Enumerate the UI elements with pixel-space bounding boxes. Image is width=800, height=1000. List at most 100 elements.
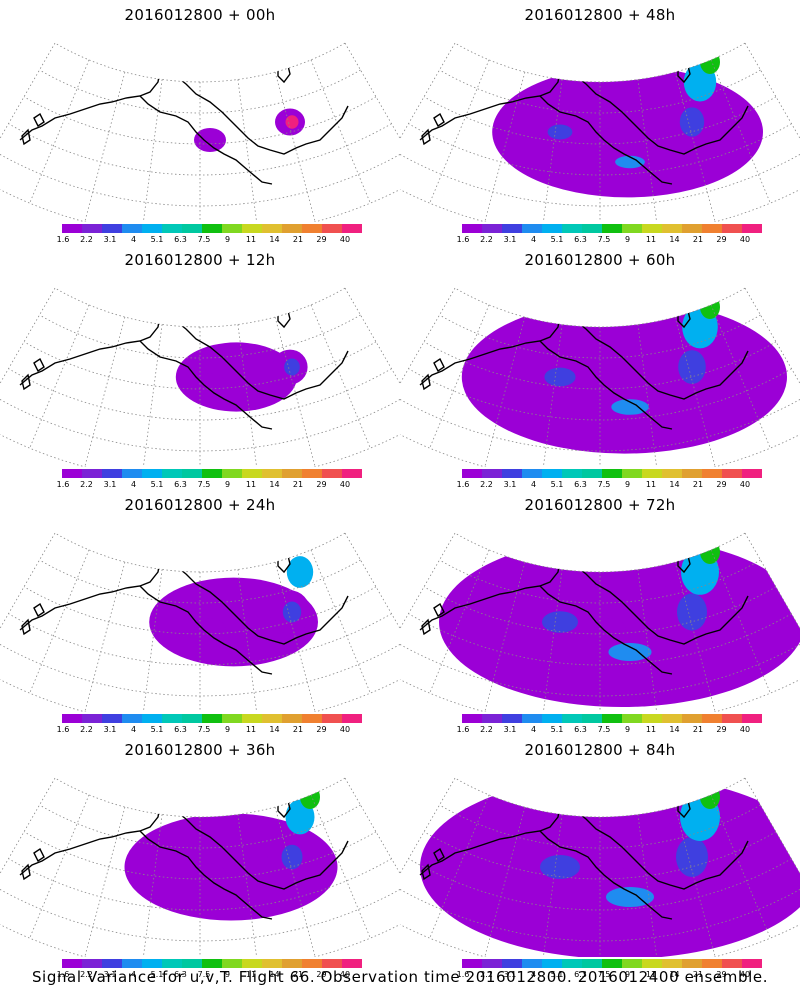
latitude-line: [439, 314, 761, 359]
forecast-panel: 2016012800 + 24h 1.6 2.2 3.1 4 5.1 6.3 7.5 9 11 14…: [0, 490, 400, 735]
island-outline: [21, 373, 31, 391]
variance-region: [594, 128, 626, 152]
colorbar-swatch: [642, 469, 662, 478]
colorbar-labels: 1.6 2.2 3.1 4 5.1 6.3 7.5 9 11 14 21 29 40: [55, 971, 370, 981]
island-outline: [636, 518, 658, 532]
island-outline: [433, 847, 445, 863]
colorbar-label: 3.1: [503, 480, 517, 489]
colorbar-label: 29: [316, 480, 327, 489]
longitude-line: [710, 549, 771, 694]
colorbar-swatch: [502, 959, 522, 968]
colorbar-labels: 1.6 2.2 3.1 4 5.1 6.3 7.5 9 11 14 21 29 40: [55, 236, 370, 246]
colorbar-swatch: [142, 469, 162, 478]
colorbar-swatch: [542, 469, 562, 478]
colorbar-swatch: [602, 959, 622, 968]
longitude-line: [29, 794, 90, 939]
graticule: [400, 42, 800, 222]
colorbar-label: 7.5: [197, 725, 211, 734]
colorbar: [462, 959, 762, 968]
longitude-line: [344, 287, 400, 385]
colorbar-swatch: [262, 714, 282, 723]
island-outline: [215, 288, 249, 302]
colorbar-label: 4: [130, 480, 137, 489]
graticule: [0, 287, 400, 467]
colorbar-swatch: [202, 469, 222, 478]
variance-core: [608, 643, 652, 661]
colorbar-swatch: [222, 714, 242, 723]
colorbar-swatch: [262, 224, 282, 233]
colorbar-label: 7.5: [597, 235, 611, 244]
colorbar-swatch: [282, 469, 302, 478]
longitude-line: [637, 814, 658, 957]
colorbar-swatch: [322, 959, 342, 968]
colorbar-label: 4: [530, 235, 537, 244]
longitude-line: [274, 316, 316, 467]
colorbar-swatch: [342, 959, 362, 968]
colorbar-label: 21: [292, 480, 304, 489]
colorbar-swatch: [642, 714, 662, 723]
colorbar-swatch: [722, 469, 742, 478]
colorbar-label: 4: [530, 725, 537, 734]
colorbar-label: 11: [645, 970, 657, 979]
panel-title: 2016012800 + 72h: [524, 496, 676, 514]
colorbar-label: 14: [269, 725, 280, 734]
forecast-panel: 2016012800 + 84h 1.6 2.2 3.1 4 5.1 6.3 7.5 9 11 14…: [400, 735, 800, 980]
longitude-line: [674, 71, 716, 222]
graticule: [400, 287, 800, 467]
projection-map: [400, 42, 800, 222]
colorbar-label: 40: [739, 970, 751, 979]
forecast-panel: 2016012800 + 72h 1.6 2.2 3.1 4 5.1 6.3 7.5 9 11 14…: [400, 490, 800, 735]
longitude-line: [142, 324, 163, 467]
colorbar: [62, 714, 362, 723]
variance-core: [700, 50, 720, 74]
latitude-line: [54, 42, 346, 83]
island-outline: [236, 28, 258, 42]
colorbar-label: 40: [339, 970, 351, 979]
colorbar-swatch: [662, 959, 682, 968]
colorbar-label: 1.6: [56, 725, 70, 734]
colorbar-label: 4: [530, 480, 537, 489]
island-outline: [421, 373, 431, 391]
colorbar-label: 5.1: [550, 970, 564, 979]
colorbar-swatch: [602, 714, 622, 723]
forecast-panel: 2016012800 + 36h 1.6 2.2 3.1 4 5.1 6.3 7.5 9 11 14…: [0, 735, 400, 980]
latitude-line: [0, 643, 400, 697]
longitude-line: [400, 42, 456, 140]
colorbar-label: 3.1: [103, 970, 117, 979]
colorbar-label: 2.2: [480, 970, 493, 979]
colorbar-swatch: [162, 959, 182, 968]
latitude-line: [423, 96, 777, 145]
colorbar-label: 9: [224, 725, 231, 734]
colorbar-label: 21: [692, 480, 704, 489]
colorbar-swatch: [242, 714, 262, 723]
graticule: [0, 42, 400, 222]
colorbar-labels: 1.6 2.2 3.1 4 5.1 6.3 7.5 9 11 14 21 29 40: [455, 236, 770, 246]
colorbar-label: 1.6: [456, 970, 470, 979]
colorbar-label: 40: [739, 725, 751, 734]
colorbar-label: 14: [669, 235, 680, 244]
colorbar-label: 9: [624, 235, 631, 244]
colorbar: [62, 224, 362, 233]
colorbar-label: 9: [624, 480, 631, 489]
colorbar-swatch: [302, 714, 322, 723]
longitude-line: [237, 569, 258, 712]
longitude-line: [84, 71, 126, 222]
longitude-line: [542, 814, 563, 957]
colorbar-swatch: [182, 959, 202, 968]
colorbar-label: 40: [339, 235, 351, 244]
colorbar-label: 29: [716, 480, 727, 489]
longitude-line: [710, 304, 771, 449]
colorbar-swatch: [682, 714, 702, 723]
colorbar-swatch: [222, 224, 242, 233]
latitude-line: [454, 42, 746, 83]
longitude-line: [84, 316, 126, 467]
variance-core: [282, 601, 302, 623]
colorbar-label: 14: [669, 725, 680, 734]
variance-core: [540, 855, 580, 879]
longitude-line: [0, 287, 56, 385]
variance-core: [281, 844, 303, 870]
colorbar-swatch: [322, 714, 342, 723]
longitude-line: [310, 794, 371, 939]
colorbar-swatch: [542, 224, 562, 233]
variance-core: [678, 350, 706, 384]
